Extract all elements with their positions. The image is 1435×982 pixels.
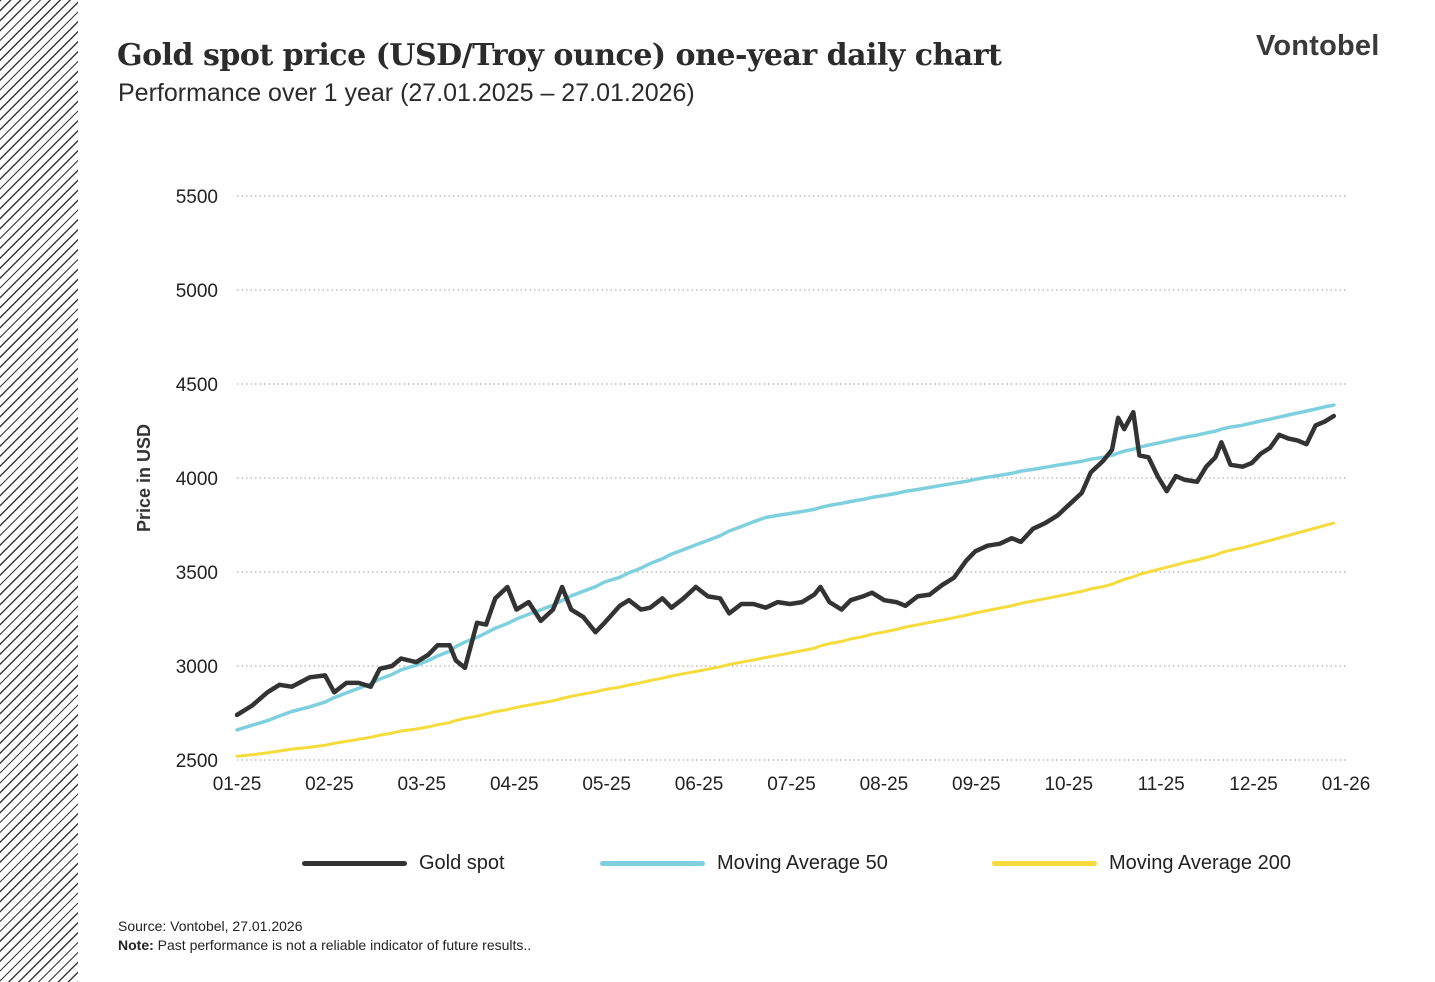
x-tick-label: 06-25	[675, 774, 724, 795]
x-tick-label: 09-25	[952, 774, 1001, 795]
y-tick-label: 3500	[176, 563, 218, 584]
x-tick-label: 02-25	[305, 774, 354, 795]
chart-subtitle: Performance over 1 year (27.01.2025 – 27…	[118, 79, 695, 107]
chart-title: Gold spot price (USD/Troy ounce) one-yea…	[117, 38, 1002, 73]
y-tick-label: 5500	[176, 187, 218, 208]
y-tick-label: 2500	[176, 751, 218, 772]
grid-lines	[237, 195, 1346, 761]
y-tick-label: 3000	[176, 657, 218, 678]
legend-label-ma200: Moving Average 200	[1109, 851, 1291, 874]
legend-item-gold-spot: Gold spot	[302, 849, 505, 877]
legend-label-gold-spot: Gold spot	[419, 851, 505, 874]
disclaimer-note: Note: Past performance is not a reliable…	[118, 937, 531, 953]
x-tick-label: 01-25	[213, 774, 262, 795]
y-tick-label: 4000	[176, 469, 218, 490]
vontobel-logo: Vontobel	[1256, 30, 1380, 62]
series-line-gold-spot	[234, 409, 1337, 718]
chart-legend: Gold spot Moving Average 50 Moving Avera…	[0, 849, 1435, 877]
x-tick-label: 11-25	[1138, 774, 1185, 795]
x-tick-label: 12-25	[1229, 774, 1278, 795]
x-tick-label: 05-25	[582, 774, 631, 795]
note-text: Past performance is not a reliable indic…	[153, 937, 532, 953]
x-tick-label: 08-25	[860, 774, 909, 795]
x-tick-label: 01-26	[1322, 774, 1371, 795]
x-tick-label: 10-25	[1044, 774, 1093, 795]
note-label: Note:	[118, 937, 154, 953]
legend-item-ma200: Moving Average 200	[992, 849, 1291, 877]
legend-item-ma50: Moving Average 50	[600, 849, 888, 877]
series-lines	[234, 403, 1337, 758]
y-tick-label: 5000	[176, 281, 218, 302]
legend-label-ma50: Moving Average 50	[717, 851, 888, 874]
y-axis-label: Price in USD	[134, 424, 154, 532]
x-tick-label: 07-25	[767, 774, 816, 795]
legend-swatch-ma200	[992, 860, 1097, 866]
series-line-moving-average-200	[235, 521, 1336, 758]
x-tick-label: 04-25	[490, 774, 539, 795]
source-text: Source: Vontobel, 27.01.2026	[118, 918, 303, 934]
legend-swatch-ma50	[600, 860, 705, 866]
x-axis-ticks: 01-25 02-25 03-25 04-25 05-25 06-25 07-25 08-25…	[213, 774, 1371, 795]
x-tick-label: 03-25	[398, 774, 447, 795]
legend-swatch-gold-spot	[302, 860, 407, 866]
y-axis-ticks: 2500 3000 3500 4000 4500 5000 5500	[176, 187, 218, 772]
y-tick-label: 4500	[176, 375, 218, 396]
hatched-side-band	[0, 0, 78, 982]
